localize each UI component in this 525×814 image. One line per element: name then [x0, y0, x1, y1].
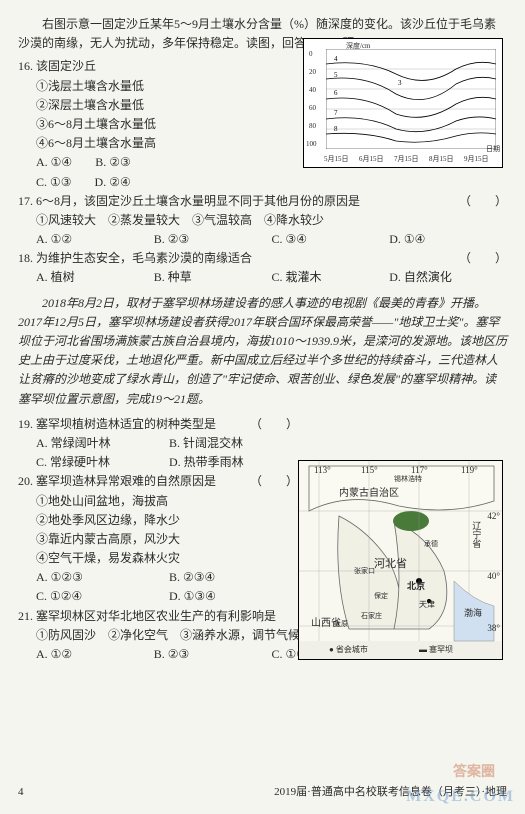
q18-paren: （ ）: [459, 249, 507, 268]
q18-b: B. 种草: [154, 268, 272, 287]
q16-a: A. ①④: [36, 153, 72, 172]
page-number: 4: [18, 784, 24, 802]
q18-stem: 18. 为维护生态安全，毛乌素沙漠的南缘适合: [18, 249, 252, 268]
q16-sub3: ③6～8月土壤含水量低: [18, 115, 298, 134]
q18-d: D. 自然演化: [389, 268, 507, 287]
passage-2: 2018年8月2日，取材于塞罕坝林场建设者的感人事迹的电视剧《最美的青春》开播。…: [18, 294, 507, 409]
q17-a: A. ①②: [36, 230, 154, 249]
q19: 19. 塞罕坝植树造林适宜的树种类型是 （ ） A. 常绿阔叶林 B. 针阔混交…: [18, 415, 298, 473]
q18-c: C. 栽灌木: [272, 268, 390, 287]
depth-moisture-chart: 深度/cm 0 20 40 60 80 100 4 5 6 7 8 3 5月15…: [303, 38, 503, 168]
q20-sub3: ③靠近内蒙古高原，风沙大: [18, 530, 298, 549]
q19-paren: （ ）: [250, 415, 298, 434]
q17-subs: ①风速较大 ②蒸发量较大 ③气温较高 ④降水较少: [18, 211, 507, 230]
q20-paren: （ ）: [250, 472, 298, 491]
q20-b: B. ②③④: [169, 568, 215, 587]
q21-a: A. ①②: [36, 645, 154, 664]
q16-c: C. ①③: [36, 173, 72, 192]
q20-stem: 20. 塞罕坝造林异常艰难的自然原因是: [18, 472, 216, 491]
q20-c: C. ①②④: [36, 587, 146, 606]
location-map: 113° 115° 117° 119° 42° 40° 38° 内蒙古自治区 河…: [298, 460, 503, 660]
q17: 17. 6～8月，该固定沙丘土壤含水量明显不同于其他月份的原因是 （ ） ①风速…: [18, 192, 507, 250]
q20-sub1: ①地处山间盆地，海拔高: [18, 492, 298, 511]
svg-text:7: 7: [334, 109, 338, 117]
svg-text:3: 3: [398, 79, 402, 87]
q19-b: B. 针阔混交林: [169, 434, 243, 453]
q20-sub2: ②地处季风区边缘，降水少: [18, 511, 298, 530]
q19-d: D. 热带季雨林: [169, 453, 244, 472]
q21-stem: 21. 塞罕坝林区对华北地区农业生产的有利影响是: [18, 607, 276, 626]
q20: 20. 塞罕坝造林异常艰难的自然原因是 （ ） ①地处山间盆地，海拔高 ②地处季…: [18, 472, 298, 606]
q19-c: C. 常绿硬叶林: [36, 453, 146, 472]
q16-sub2: ②深层土壤含水量低: [18, 96, 298, 115]
svg-text:8: 8: [334, 125, 338, 133]
q18: 18. 为维护生态安全，毛乌素沙漠的南缘适合 （ ） A. 植树 B. 种草 C…: [18, 249, 507, 287]
svg-text:5: 5: [334, 71, 338, 79]
q16-sub1: ①浅层土壤含水量低: [18, 77, 298, 96]
q20-d: D. ①③④: [169, 587, 216, 606]
q19-a: A. 常绿阔叶林: [36, 434, 146, 453]
q17-stem: 17. 6～8月，该固定沙丘土壤含水量明显不同于其他月份的原因是: [18, 192, 360, 211]
q17-c: C. ③④: [272, 230, 390, 249]
q17-d: D. ①④: [389, 230, 507, 249]
q17-b: B. ②③: [154, 230, 272, 249]
q18-a: A. 植树: [36, 268, 154, 287]
svg-text:6: 6: [334, 89, 338, 97]
q16-d: D. ②④: [95, 173, 131, 192]
q20-a: A. ①②③: [36, 568, 146, 587]
q19-stem: 19. 塞罕坝植树造林适宜的树种类型是: [18, 415, 216, 434]
q17-paren: （ ）: [459, 192, 507, 211]
svg-text:4: 4: [334, 55, 338, 63]
q16-sub4: ④6～8月土壤含水量高: [18, 134, 156, 153]
q16-stem: 16. 该固定沙丘: [18, 57, 96, 76]
q16-b: B. ②③: [95, 153, 131, 172]
watermark-url: MXQE.COM: [406, 784, 515, 810]
q20-sub4: ④空气干燥，易发森林火灾: [18, 549, 298, 568]
watermark-site: 答案圈: [453, 762, 495, 784]
q21-b: B. ②③: [154, 645, 272, 664]
